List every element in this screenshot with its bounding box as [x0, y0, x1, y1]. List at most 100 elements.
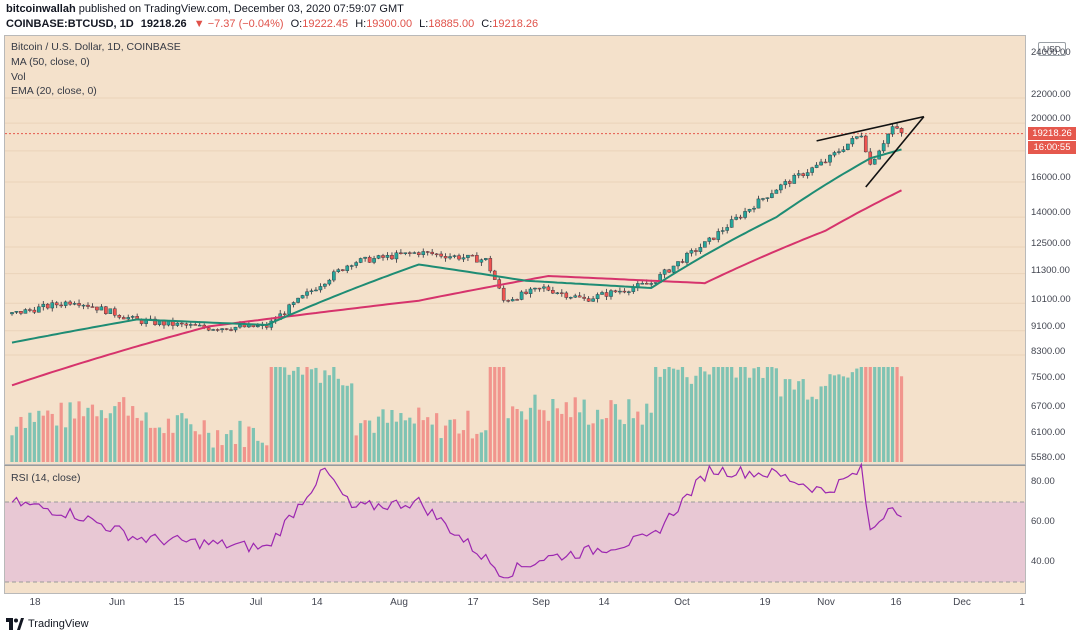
- candle-body: [126, 317, 131, 320]
- currency-badge[interactable]: USD: [1038, 42, 1066, 56]
- candle-body: [385, 254, 390, 258]
- volume-bar: [765, 367, 770, 462]
- volume-bar: [443, 425, 448, 462]
- volume-bar: [792, 389, 796, 462]
- last-price-tag: 19218.26: [1028, 127, 1076, 140]
- volume-bar: [770, 367, 774, 462]
- price-axis-label: 5580.00: [1031, 452, 1066, 463]
- volume-bar: [238, 420, 242, 462]
- volume-bar: [403, 420, 407, 462]
- volume-bar: [46, 410, 50, 462]
- volume-bar: [716, 367, 720, 462]
- candle-body: [443, 256, 448, 259]
- volume-bar: [578, 412, 582, 462]
- volume-bar: [457, 433, 461, 462]
- legend-ma[interactable]: MA (50, close, 0): [11, 56, 90, 68]
- candle-body: [600, 292, 604, 295]
- volume-bar: [797, 381, 801, 462]
- volume-bar: [256, 440, 260, 462]
- candle-body: [676, 261, 680, 267]
- volume-bar: [868, 367, 872, 462]
- volume-bar: [300, 374, 305, 462]
- candle-body: [895, 126, 899, 129]
- volume-bar: [207, 432, 211, 462]
- volume-bar: [153, 427, 157, 462]
- volume-bar: [430, 424, 434, 462]
- candle-body: [779, 184, 783, 191]
- candle-body: [595, 294, 600, 299]
- candle-body: [837, 151, 841, 153]
- volume-bar: [475, 433, 479, 462]
- candle-body: [899, 127, 904, 133]
- candle-body: [582, 296, 586, 299]
- volume-bar: [511, 406, 515, 462]
- time-axis-label: Sep: [532, 597, 550, 608]
- candle-body: [425, 251, 430, 253]
- candle-body: [680, 261, 685, 263]
- volume-bar: [573, 397, 577, 462]
- volume-bar: [560, 413, 564, 462]
- volume-bar: [815, 399, 819, 462]
- author-name[interactable]: bitcoinwallah: [6, 3, 76, 15]
- candle-body: [287, 304, 291, 315]
- candle-body: [162, 320, 166, 326]
- volume-bar: [636, 411, 640, 462]
- candle-body: [863, 135, 868, 153]
- volume-bar: [555, 408, 559, 462]
- candle-body: [63, 301, 68, 306]
- candle-body: [224, 328, 229, 330]
- volume-bar: [587, 424, 591, 462]
- candle-body: [372, 258, 376, 263]
- volume-bar: [649, 412, 653, 462]
- price-axis-label: 10100.00: [1031, 294, 1071, 305]
- volume-bar: [180, 413, 184, 462]
- volume-bar: [452, 419, 457, 462]
- rsi-axis-label: 40.00: [1031, 556, 1055, 567]
- candle-body: [720, 230, 725, 232]
- price-axis-label: 14000.00: [1031, 207, 1071, 218]
- volume-bar: [64, 427, 68, 462]
- candle-body: [644, 283, 649, 285]
- candle-body: [855, 136, 859, 139]
- volume-bar: [604, 418, 609, 462]
- candle-body: [832, 152, 837, 156]
- volume-bar: [309, 369, 314, 462]
- volume-bar: [734, 377, 738, 462]
- volume-bar: [50, 413, 54, 462]
- volume-bar: [640, 424, 644, 462]
- volume-bar: [846, 377, 850, 462]
- volume-bar: [193, 431, 197, 462]
- volume-bar: [376, 416, 381, 462]
- volume-bar: [600, 419, 604, 462]
- countdown-tag: 16:00:55: [1028, 141, 1076, 154]
- volume-bar: [542, 410, 546, 462]
- volume-bar: [524, 419, 528, 462]
- volume-bar: [582, 399, 586, 462]
- volume-bar: [502, 367, 506, 462]
- candle-body: [796, 173, 801, 176]
- volume-bar: [801, 379, 805, 462]
- legend-vol[interactable]: Vol: [11, 71, 26, 83]
- volume-bar: [448, 419, 452, 462]
- candle-body: [510, 299, 515, 302]
- price-axis-label: 20000.00: [1031, 113, 1071, 124]
- volume-bar: [265, 445, 269, 462]
- candle-body: [787, 181, 792, 184]
- volume-bar: [144, 412, 148, 462]
- candle-body: [765, 197, 770, 199]
- candle-body: [376, 255, 381, 259]
- volume-bar: [850, 372, 854, 462]
- volume-bar: [823, 385, 828, 462]
- volume-bar: [899, 376, 904, 462]
- time-axis[interactable]: [4, 594, 1026, 612]
- ema20-line: [11, 148, 902, 344]
- change-arrow-icon: ▼: [193, 18, 205, 30]
- legend-ema[interactable]: EMA (20, close, 0): [11, 85, 97, 97]
- candle-body: [555, 292, 560, 294]
- candle-body: [573, 295, 578, 298]
- legend-rsi[interactable]: RSI (14, close): [11, 472, 81, 484]
- volume-bar: [618, 419, 622, 462]
- candle-body: [305, 291, 309, 296]
- volume-bar: [198, 434, 202, 462]
